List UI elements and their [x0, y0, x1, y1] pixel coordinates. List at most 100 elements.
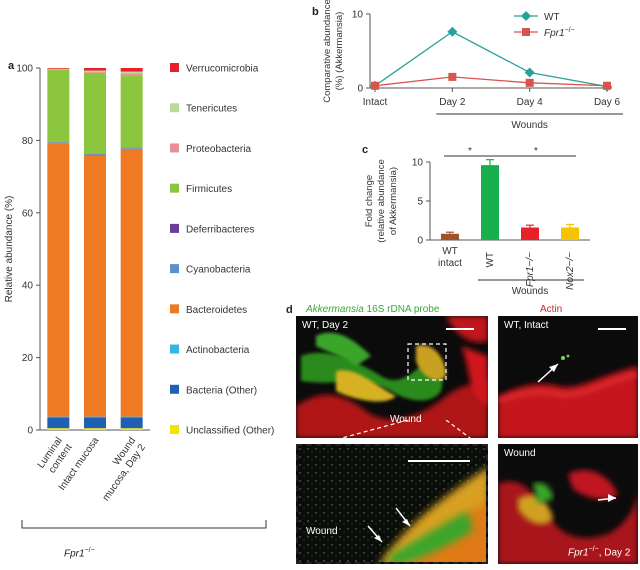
- a-legend-swatch: [170, 143, 179, 153]
- panel-a-group-label: Fpr1−/−: [64, 547, 95, 559]
- panel-d-red-header: Actin: [540, 304, 563, 315]
- wound-label-bottom: Wound: [306, 526, 338, 537]
- wt-intact-label: WT, Intact: [504, 320, 549, 331]
- c-sig-star: *: [468, 146, 472, 157]
- micrograph-zoom-image: [298, 446, 486, 562]
- a-bar-segment: [120, 417, 143, 429]
- a-y-tick-label: 60: [22, 208, 34, 219]
- a-y-tick-label: 40: [22, 281, 34, 292]
- b-x-tick-label: Day 4: [517, 97, 544, 108]
- a-legend-label: Bacteroidetes: [186, 305, 247, 316]
- fpr1-geno: Fpr1: [568, 547, 589, 559]
- a-legend-label: Deferribacteres: [186, 224, 254, 235]
- a-bar-segment: [47, 68, 70, 69]
- a-bar-segment: [120, 148, 143, 417]
- wound-label-right: Wound: [504, 448, 536, 459]
- a-legend-label: Firmicutes: [186, 184, 232, 195]
- a-bar-segment: [47, 416, 70, 418]
- c-bar: [521, 227, 539, 240]
- c-category-label: WT: [442, 246, 458, 257]
- probe-word: 16S rDNA probe: [363, 304, 440, 315]
- b-y-label-line: Comparative abundance: [322, 0, 333, 103]
- c-y-tick-label: 10: [412, 158, 424, 169]
- a-legend-swatch: [170, 223, 179, 233]
- b-series-line: [374, 31, 608, 88]
- panel-d: d Akkermansia 16S rDNA probe Actin WT, D…: [280, 302, 640, 570]
- a-legend-swatch: [170, 183, 179, 193]
- a-category-label: Woundmucosa, Day 2: [91, 435, 148, 503]
- a-legend-label: Proteobacteria: [186, 144, 251, 155]
- a-bar-segment: [84, 154, 106, 156]
- b-y-tick-label: 0: [357, 84, 363, 95]
- c-y-tick-label: 5: [417, 197, 423, 208]
- a-y-axis-label: Relative abundance (%): [4, 196, 15, 303]
- a-y-tick-label: 80: [22, 136, 34, 147]
- b-point-fpr1: [603, 81, 611, 90]
- c-bar: [561, 227, 579, 240]
- a-y-tick-label: 100: [16, 64, 33, 75]
- a-bar-segment: [84, 68, 106, 71]
- a-y-tick-label: 0: [27, 426, 33, 437]
- a-bar-segment: [84, 428, 106, 430]
- a-bar-segment: [47, 69, 70, 70]
- panel-b-letter: b: [312, 6, 319, 18]
- a-bar-segment: [120, 68, 143, 72]
- micrograph-zoom: Wound: [296, 444, 488, 564]
- micrograph-wt-day2-image: [296, 316, 488, 438]
- c-sig-star: *: [534, 146, 538, 157]
- c-category-label: Fpr1−/−: [525, 252, 536, 287]
- b-x-tick-label: Day 6: [594, 97, 621, 108]
- c-bar: [481, 165, 499, 240]
- wound-label-top: Wound: [390, 414, 422, 425]
- a-legend-label: Verrucomicrobia: [186, 64, 259, 75]
- panel-b-line-chart: 0 10 Comparative abundance(%) (Akkermansia…: [322, 0, 623, 131]
- b-legend-label: Fpr1−/−: [544, 27, 575, 39]
- a-legend-swatch: [170, 264, 179, 274]
- b-y-label-line: (%) (Akkermansia): [334, 12, 345, 91]
- micrograph-wt-intact: WT, Intact: [498, 316, 638, 438]
- a-bar-segment: [47, 143, 70, 417]
- b-y-axis-label: Comparative abundance(%) (Akkermansia): [322, 0, 345, 103]
- b-bracket-label: Wounds: [511, 120, 548, 131]
- a-bar-segment: [84, 416, 106, 418]
- a-bar-segment: [120, 416, 143, 418]
- fpr1-day2-label: Fpr1−/−, Day 2: [568, 546, 630, 558]
- panel-a-letter: a: [8, 60, 15, 72]
- b-legend-sup: −/−: [565, 27, 575, 34]
- c-y-label-line: Fold change: [364, 175, 375, 227]
- c-y-label-line: (relative abundance: [376, 159, 387, 242]
- c-category-label: intact: [438, 258, 462, 269]
- c-bar: [441, 233, 459, 240]
- b-point-wt: [524, 67, 535, 78]
- akkermansia-word: Akkermansia: [306, 304, 364, 315]
- panel-c: c 0 5 10 Fold change(relative abundanceof A…: [300, 140, 640, 300]
- a-legend-label: Tenericutes: [186, 104, 237, 115]
- a-bar-segment: [84, 155, 106, 417]
- a-legend-swatch: [170, 425, 179, 434]
- b-point-wt: [447, 26, 458, 37]
- a-y-tick-label: 20: [22, 353, 34, 364]
- a-bar-segment: [47, 417, 70, 429]
- a-legend-label: Actinobacteria: [186, 345, 250, 356]
- b-legend-label: WT: [544, 12, 560, 23]
- c-bracket-label: Wounds: [512, 286, 549, 297]
- micrograph-fpr1-day2: Wound Fpr1−/−, Day 2: [498, 444, 638, 564]
- a-legend-swatch: [170, 103, 179, 113]
- zoom-guide-lines: [297, 420, 487, 450]
- a-group-bracket: [21, 520, 267, 529]
- a-bar-segment: [47, 142, 70, 144]
- b-y-tick-label: 10: [352, 10, 364, 21]
- a-legend-label: Bacteria (Other): [186, 385, 257, 396]
- group-label-sup: −/−: [84, 547, 95, 554]
- wt-day2-label: WT, Day 2: [302, 320, 349, 331]
- c-y-tick-label: 0: [417, 236, 423, 247]
- a-legend-label: Cyanobacteria: [186, 265, 251, 276]
- a-bar-segment: [84, 72, 106, 155]
- b-legend-marker: [522, 28, 530, 36]
- fpr1-sup: −/−: [588, 546, 599, 553]
- a-legend-swatch: [170, 304, 179, 314]
- a-legend-swatch: [170, 344, 179, 354]
- micrograph-wt-day2: WT, Day 2 Wound: [296, 316, 488, 438]
- c-category-label: Nox2−/−: [565, 252, 576, 290]
- a-bar-segment: [84, 71, 106, 73]
